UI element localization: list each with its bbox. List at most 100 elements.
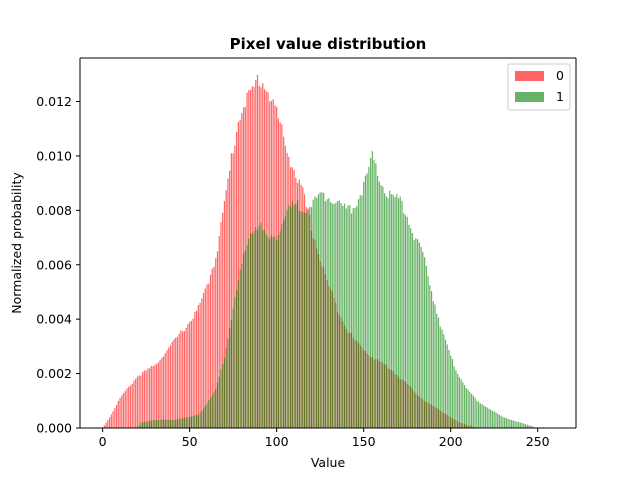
bar-series-0-bin-31 (155, 364, 158, 428)
bar-series-1-bin-30 (154, 420, 156, 428)
bar-series-1-bin-69 (222, 364, 224, 428)
bar-series-1-bin-222 (488, 408, 490, 428)
bar-series-1-bin-111 (295, 203, 297, 428)
bar-series-0-bin-11 (121, 395, 123, 428)
bar-series-1-bin-123 (316, 197, 318, 428)
bar-series-0-bin-30 (154, 364, 156, 428)
legend-swatch-series-1 (515, 92, 544, 102)
bar-series-0-bin-77 (236, 131, 238, 429)
bar-series-1-bin-200 (450, 355, 452, 428)
bar-series-1-bin-186 (425, 265, 427, 428)
bar-series-1-bin-191 (434, 304, 436, 428)
bar-series-1-bin-219 (483, 405, 485, 428)
legend-label-series-1: 1 (556, 89, 564, 104)
bar-series-0-bin-28 (150, 365, 152, 428)
axes (79, 57, 577, 429)
bar-series-0-bin-60 (206, 284, 208, 428)
bar-series-1-bin-100 (276, 240, 278, 428)
bar-series-0-bin-4 (108, 417, 111, 428)
bar-series-0-bin-57 (201, 298, 203, 428)
bar-series-1-bin-194 (439, 326, 441, 428)
bar-series-1-bin-146 (356, 206, 358, 428)
bar-series-1-bin-245 (528, 425, 530, 428)
bar-series-1-bin-84 (248, 238, 250, 428)
bar-series-1-bin-160 (380, 185, 382, 428)
bar-series-1-bin-92 (262, 229, 264, 428)
bar-series-1-bin-234 (509, 419, 511, 428)
bar-series-1-bin-168 (394, 197, 396, 428)
x-axis-label: Value (311, 455, 346, 470)
bar-series-1-bin-79 (239, 269, 241, 428)
bar-series-1-bin-61 (208, 400, 210, 428)
bar-series-0-bin-52 (192, 318, 194, 428)
bar-series-1-bin-96 (269, 239, 271, 428)
bar-series-1-bin-65 (215, 389, 217, 428)
bar-series-1-bin-130 (328, 198, 330, 428)
bar-series-1-bin-107 (288, 205, 290, 428)
bar-series-0-bin-22 (140, 375, 142, 428)
bar-series-0-bin-48 (185, 327, 187, 428)
bar-series-1-bin-101 (277, 235, 280, 428)
bar-series-0-bin-54 (195, 310, 198, 428)
bar-series-1-bin-140 (345, 208, 347, 428)
bar-series-1-bin-89 (256, 229, 259, 428)
bar-series-1-bin-94 (265, 234, 267, 428)
bar-series-0-bin-38 (168, 347, 170, 428)
bar-series-1-bin-34 (161, 419, 163, 428)
bar-series-1-bin-22 (140, 422, 142, 428)
bar-series-0-bin-44 (178, 333, 180, 428)
bar-series-0-bin-6 (112, 411, 114, 428)
bar-series-1-bin-39 (169, 419, 172, 428)
bar-series-0-bin-73 (229, 170, 231, 428)
bar-series-1-bin-246 (530, 425, 532, 428)
bar-series-1-bin-208 (464, 385, 466, 428)
bar-series-1-bin-134 (335, 202, 337, 428)
bar-series-1-bin-99 (274, 236, 276, 428)
bar-series-1-bin-159 (378, 181, 380, 428)
bar-series-1-bin-221 (486, 407, 488, 428)
bar-series-0-bin-16 (129, 385, 132, 428)
bar-series-1-bin-248 (533, 426, 535, 428)
y-axis-label: Normalized probability (9, 172, 24, 314)
x-tick-label-50: 50 (182, 434, 198, 449)
bar-series-0-bin-47 (183, 331, 186, 428)
bar-series-0-bin-2 (105, 422, 107, 428)
bar-series-1-bin-169 (396, 194, 398, 428)
bar-series-1-bin-93 (263, 229, 266, 428)
bar-series-1-bin-60 (206, 403, 208, 428)
bar-series-1-bin-35 (162, 419, 165, 428)
bar-series-1-bin-41 (173, 419, 175, 428)
bar-series-0-bin-68 (220, 222, 222, 428)
bar-series-0-bin-62 (209, 274, 212, 428)
bar-series-1-bin-55 (197, 414, 199, 428)
bar-series-1-bin-210 (467, 389, 469, 428)
bar-series-1-bin-45 (180, 418, 182, 428)
bar-series-1-bin-196 (443, 334, 445, 428)
bar-series-1-bin-189 (430, 291, 433, 428)
bar-series-1-bin-163 (385, 196, 387, 428)
bar-series-1-bin-164 (387, 198, 389, 428)
bar-series-0-bin-71 (225, 190, 227, 428)
bar-series-1-bin-197 (444, 339, 447, 428)
bar-series-1-bin-171 (399, 196, 401, 428)
bar-series-1-bin-138 (342, 205, 344, 428)
bar-series-0-bin-35 (162, 356, 165, 428)
bar-series-1-bin-85 (249, 233, 252, 428)
bar-series-1-bin-150 (363, 181, 365, 428)
bar-series-1-bin-218 (481, 404, 483, 428)
bar-series-1-bin-86 (251, 233, 253, 428)
bar-series-1-bin-37 (166, 419, 168, 428)
bar-series-0-bin-29 (152, 366, 154, 428)
x-tick-label-100: 100 (265, 434, 289, 449)
bar-series-0-bin-65 (215, 258, 217, 428)
bar-series-1-bin-38 (168, 419, 170, 428)
bar-series-1-bin-74 (230, 320, 233, 428)
bar-series-1-bin-192 (436, 313, 438, 428)
bar-series-1-bin-154 (370, 158, 372, 428)
ticks: 0 50 100 150 200 250 0.000 0.002 0.004 0.006 0.008… (36, 94, 549, 449)
y-tick-label-1: 0.002 (36, 366, 72, 381)
bar-series-1-bin-50 (189, 416, 191, 428)
bar-series-1-bin-185 (423, 257, 426, 428)
bar-series-0-bin-36 (164, 353, 166, 428)
